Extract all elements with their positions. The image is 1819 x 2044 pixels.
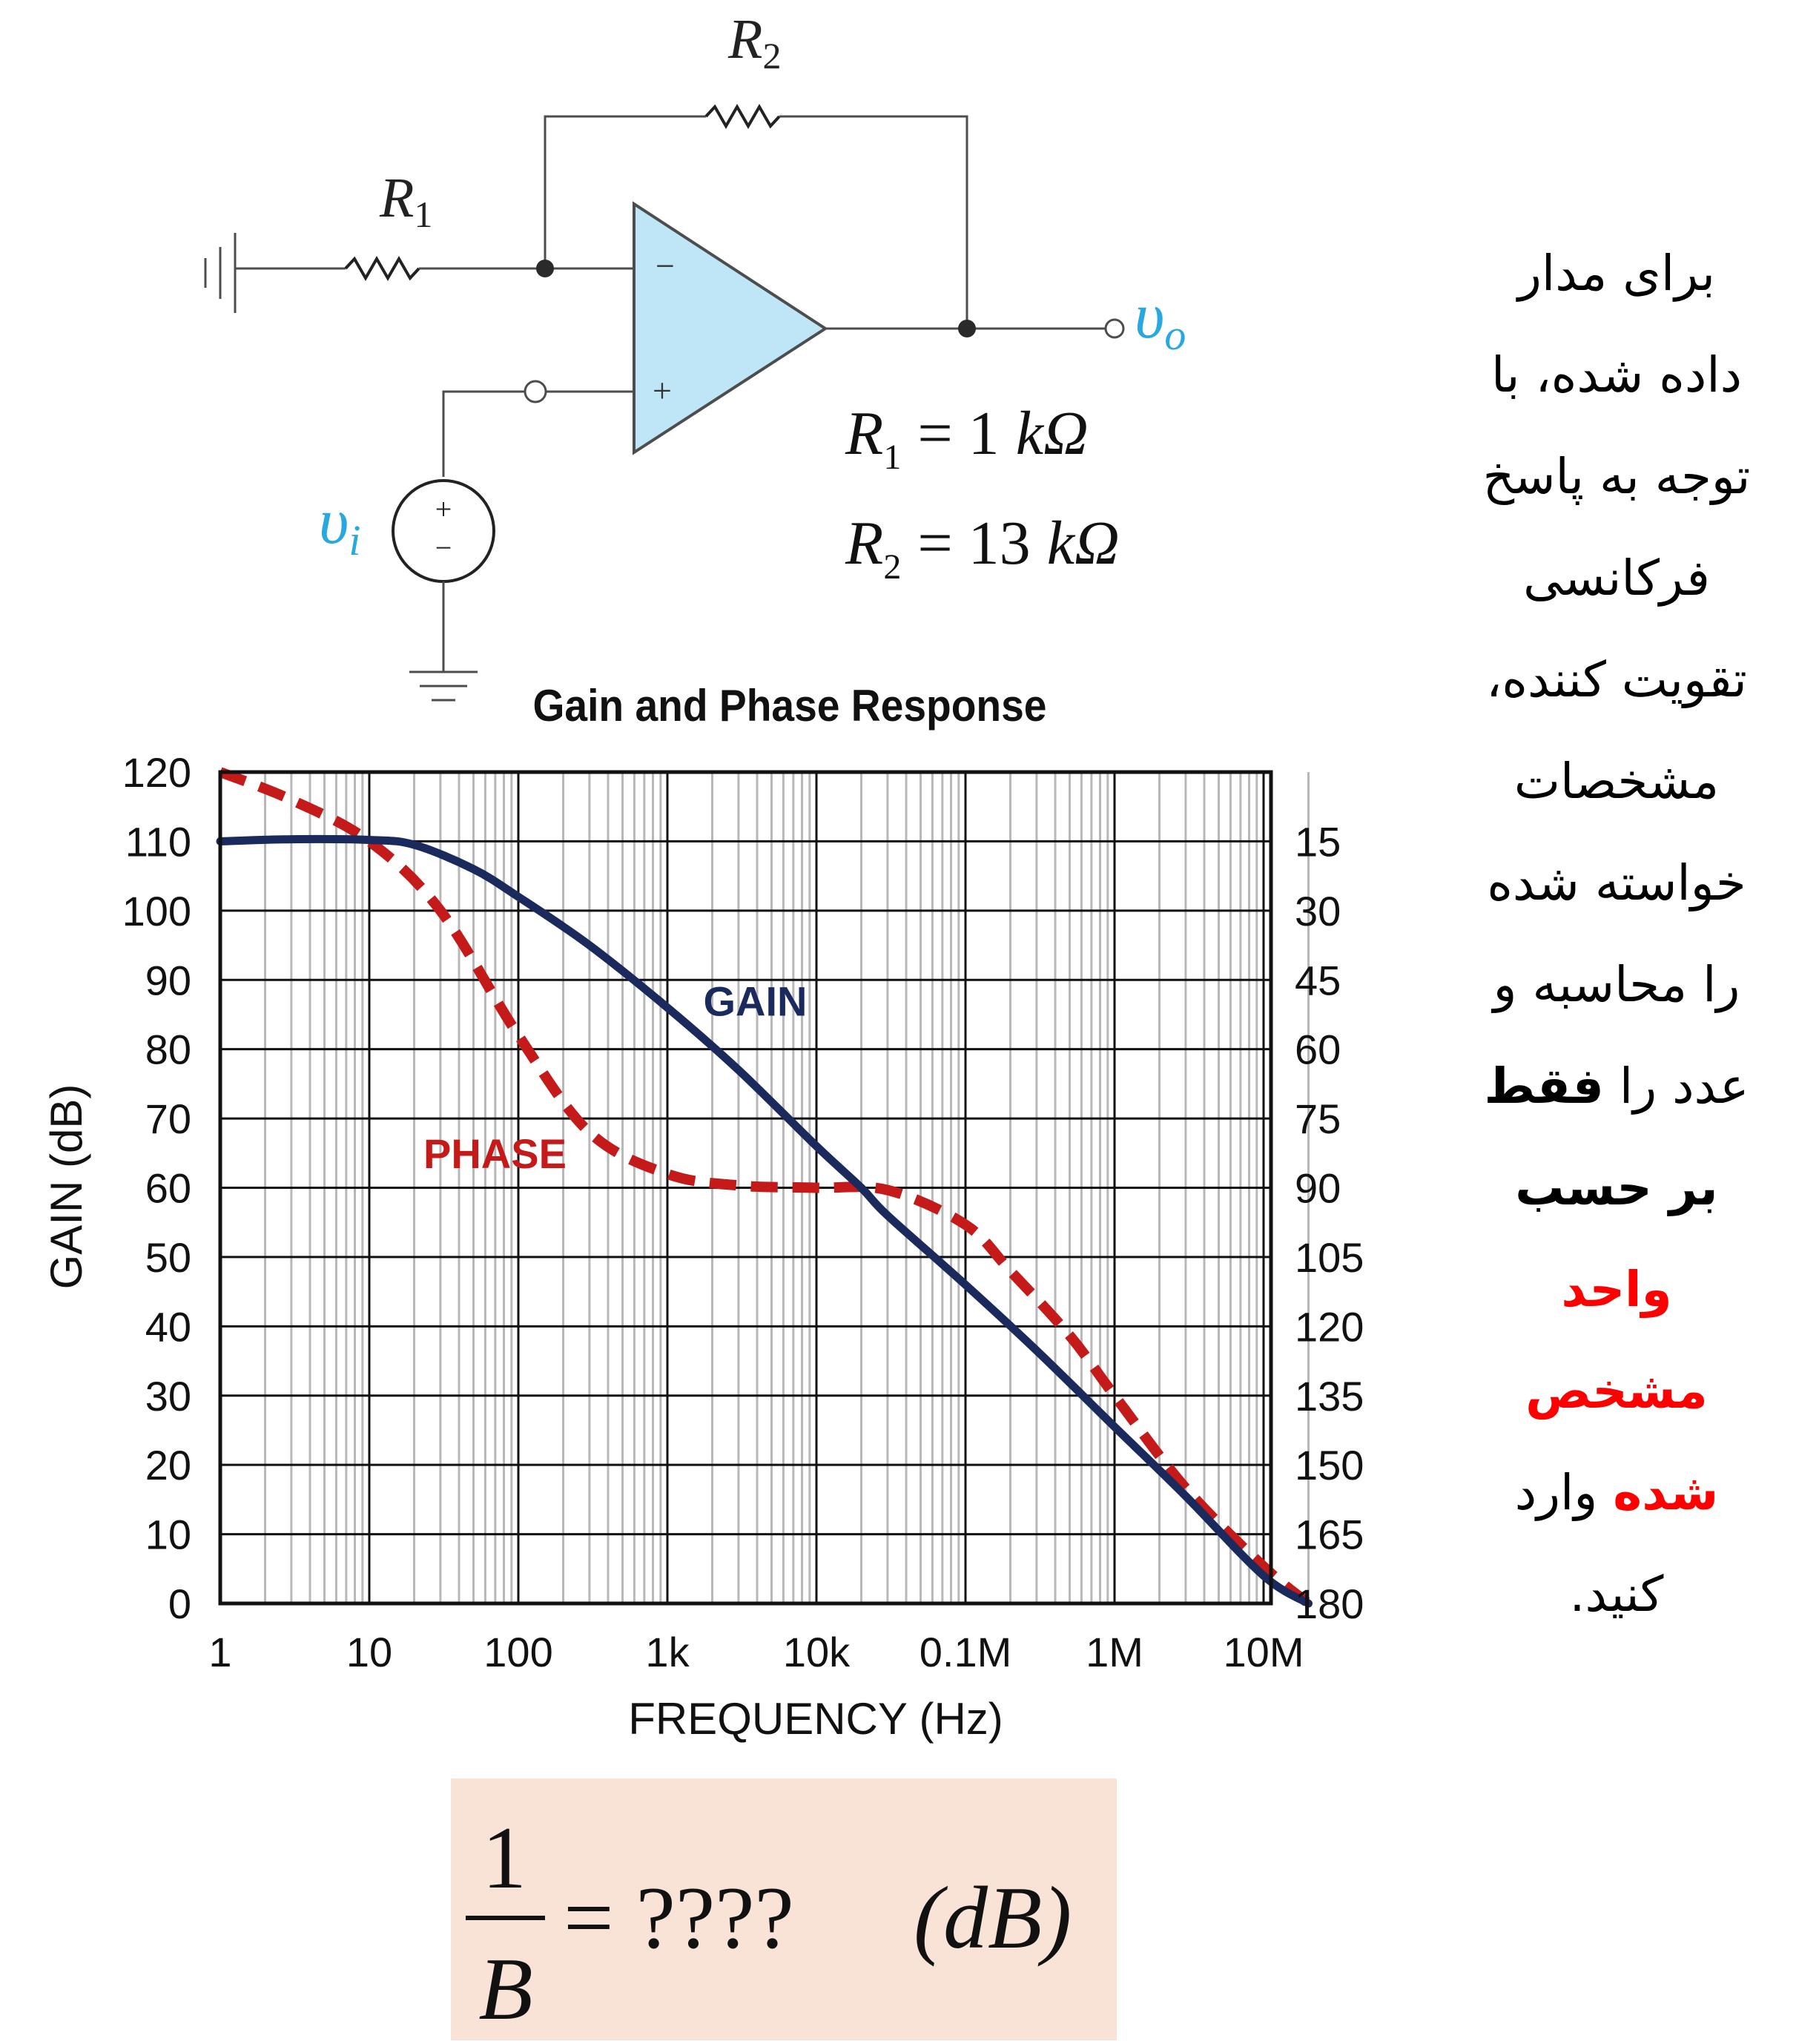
y-axis-label: GAIN (dB) (42, 1084, 91, 1290)
chart-series (216, 767, 1313, 1608)
plot-area-border (218, 770, 1273, 1606)
r1-value: R1 = 1 kΩ (845, 399, 1089, 477)
vo-label: υo (1135, 280, 1186, 359)
y2-tick-label: 165 (1295, 1511, 1364, 1558)
answer-rhs: = ???? (564, 1868, 794, 1967)
y2-tick-label: 30 (1295, 888, 1341, 934)
y-tick-label: 80 (145, 1026, 191, 1073)
r1-label: R1 (379, 167, 432, 235)
question-bold-line: بر حسب (1515, 1159, 1718, 1216)
r2-resistor (704, 103, 781, 130)
x-tick-label: 10 (346, 1629, 392, 1675)
x-tick-label: 10M (1224, 1629, 1304, 1675)
y-tick-label: 30 (145, 1373, 191, 1420)
x-tick-label: 1M (1086, 1629, 1143, 1675)
question-line: فرکانسی (1523, 550, 1710, 607)
y-tick-label: 110 (125, 818, 191, 865)
op-amp-circuit (204, 103, 1106, 702)
r2-label: R2 (727, 8, 781, 76)
y-tick-label: 20 (145, 1442, 191, 1489)
y2-tick-label: 120 (1295, 1303, 1364, 1350)
question-line: خواسته شده (1487, 854, 1746, 911)
opamp-plus-sign: + (653, 372, 672, 409)
y2-tick-label: 180 (1295, 1580, 1364, 1627)
chart-title: Gain and Phase Response (533, 682, 1047, 731)
question-line: تقویت کننده، (1486, 651, 1747, 708)
y-tick-label: 0 (168, 1580, 191, 1627)
y2-tick-label: 75 (1295, 1095, 1341, 1142)
output-terminal (1104, 318, 1125, 339)
input-terminal (524, 380, 547, 403)
answer-unit: (dB) (914, 1868, 1072, 1967)
feedback-wire-left (544, 115, 706, 268)
question-red-line: مشخص (1525, 1362, 1708, 1420)
question-line: مشخصات (1513, 753, 1720, 810)
y2-tick-label: 15 (1295, 818, 1341, 865)
junction-dot-output (958, 320, 976, 337)
gain-curve (216, 834, 1313, 1608)
y-tick-label: 90 (145, 957, 191, 1003)
question-line: عدد را فقط (1409, 1035, 1819, 1137)
x-tick-label: 10k (783, 1629, 851, 1675)
y-tick-label: 70 (145, 1095, 191, 1142)
question-red-fragment: شده (1613, 1464, 1719, 1521)
source-minus-sign: − (435, 531, 452, 564)
y2-tick-label: 150 (1295, 1442, 1364, 1489)
wire-source-top (442, 390, 526, 477)
y-tick-label: 120 (122, 749, 191, 796)
question-text: برای مدار داده شده، با توجه به پاسخ فرکا… (1409, 222, 1819, 1645)
y2-tick-label: 60 (1295, 1026, 1341, 1073)
x-tick-label: 1k (645, 1629, 690, 1675)
answer-box (451, 1778, 1117, 2040)
phase-annotation: PHASE (423, 1130, 567, 1177)
vi-label: υi (319, 486, 361, 564)
question-line: برای مدار (1518, 245, 1715, 302)
x-tick-label: 0.1M (920, 1629, 1012, 1675)
question-text-fragment: عدد را (1619, 1058, 1749, 1115)
phase-curve (218, 767, 1312, 1608)
y-tick-label: 60 (145, 1165, 191, 1212)
question-bold-only: فقط (1484, 1058, 1604, 1115)
r1-resistor (344, 255, 420, 282)
question-red-line: واحد (1561, 1261, 1672, 1318)
opamp-minus-sign: − (656, 247, 675, 285)
y2-tick-label: 105 (1295, 1234, 1364, 1281)
y-tick-label: 50 (145, 1234, 191, 1281)
question-line: را محاسبه و (1493, 956, 1740, 1013)
y2-tick-label: 90 (1295, 1165, 1341, 1212)
op-amp-triangle (633, 201, 828, 455)
question-text-fragment: وارد (1514, 1464, 1598, 1521)
x-axis-label: FREQUENCY (Hz) (628, 1694, 1003, 1744)
question-line: داده شده، با (1491, 346, 1742, 403)
question-line: توجه به پاسخ (1482, 448, 1751, 505)
y-tick-label: 10 (145, 1511, 191, 1558)
r2-value: R2 = 13 kΩ (845, 509, 1120, 587)
chart-labels: 0102030405060708090100110120153045607590… (122, 749, 1364, 1675)
fraction-denominator: B (478, 1939, 532, 2038)
question-line: شده وارد (1409, 1442, 1819, 1543)
feedback-wire-right (779, 115, 968, 329)
junction-dot-inverting (536, 260, 554, 277)
gain-annotation: GAIN (704, 978, 808, 1024)
y-tick-label: 40 (145, 1303, 191, 1350)
y2-tick-label: 45 (1295, 957, 1341, 1003)
y2-tick-label: 135 (1295, 1373, 1364, 1420)
y-tick-label: 100 (122, 888, 191, 934)
x-tick-label: 1 (208, 1629, 231, 1675)
question-line: کنید. (1569, 1566, 1664, 1623)
x-tick-label: 100 (483, 1629, 552, 1675)
source-plus-sign: + (435, 492, 452, 526)
fraction-numerator: 1 (482, 1808, 526, 1907)
